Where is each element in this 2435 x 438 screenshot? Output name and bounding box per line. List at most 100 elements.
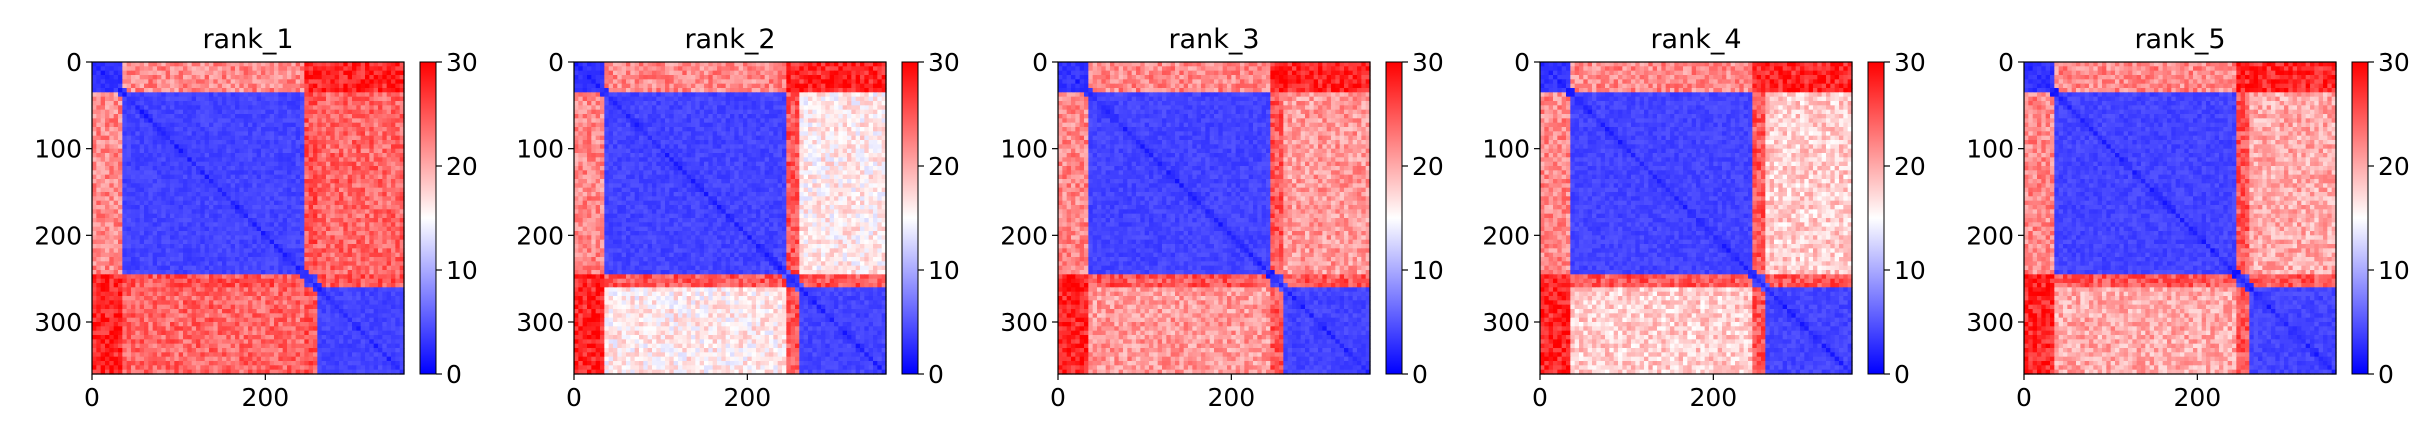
heatmap-cell [183,70,188,76]
heatmap-cell [174,304,180,310]
heatmap-cell [282,265,288,271]
heatmap-cell [170,339,175,345]
heatmap-cell [118,187,123,193]
heatmap-cell [105,79,110,85]
heatmap-cell [226,66,232,72]
heatmap-cell [148,209,154,215]
heatmap-cell [230,343,236,349]
heatmap-cell [226,257,232,262]
heatmap-cell [347,317,353,323]
heatmap-cell [365,209,370,215]
heatmap-cell [352,83,357,89]
heatmap-cell [122,348,128,353]
heatmap-cell [313,70,318,76]
heatmap-cell [243,309,249,314]
heatmap-cell [174,257,180,262]
heatmap-cell [326,170,331,176]
heatmap-cell [313,174,318,180]
heatmap-cell [187,135,193,141]
heatmap-cell [391,252,396,258]
heatmap-cell [100,183,106,189]
heatmap-cell [148,218,154,223]
heatmap-cell [356,209,362,215]
heatmap-cell [109,131,115,137]
heatmap-cell [174,218,180,223]
heatmap-cell [170,283,175,288]
heatmap-cell [321,135,327,141]
heatmap-cell [144,179,149,184]
heatmap-cell [161,356,167,362]
heatmap-cell [347,75,353,80]
heatmap-cell [261,144,266,150]
heatmap-cell [274,127,279,132]
heatmap-cell [295,296,301,301]
heatmap-cell [213,200,219,206]
heatmap-cell [261,304,266,310]
heatmap-cell [148,109,154,115]
heatmap-cell [378,300,383,306]
heatmap-cell [200,144,206,150]
heatmap-cell [347,122,353,128]
heatmap-cell [126,135,132,141]
heatmap-cell [339,62,344,67]
heatmap-cell [282,148,288,154]
heatmap-cell [339,300,344,306]
heatmap-cell [300,127,305,132]
heatmap-cell [274,222,279,228]
heatmap-cell [226,122,232,128]
heatmap-cell [113,114,119,119]
heatmap-cell [152,183,158,189]
heatmap-cell [200,96,206,102]
heatmap-cell [369,166,375,171]
heatmap-cell [378,274,383,280]
heatmap-cell [330,83,336,89]
heatmap-cell [317,222,323,228]
heatmap-cell [334,209,340,215]
heatmap-cell [139,296,145,301]
heatmap-cell [291,274,297,280]
heatmap-cell [365,92,370,98]
heatmap-cell [304,248,310,254]
heatmap-cell [109,174,115,180]
heatmap-cell [321,118,327,124]
heatmap-cell [378,278,383,284]
heatmap-cell [161,226,167,232]
heatmap-cell [235,114,240,119]
heatmap-cell [126,239,132,245]
heatmap-cell [105,274,110,280]
heatmap-cell [334,222,340,228]
heatmap-cell [269,330,275,336]
heatmap-cell [96,88,102,93]
heatmap-cell [200,231,206,236]
heatmap-cell [235,62,240,67]
heatmap-cell [144,96,149,102]
heatmap-cell [339,244,344,249]
heatmap-cell [152,148,158,154]
heatmap-cell [213,101,219,106]
heatmap-cell [261,300,266,306]
heatmap-cell [191,287,197,293]
heatmap-cell [339,304,344,310]
heatmap-cell [291,135,297,141]
heatmap-cell [109,313,115,319]
heatmap-cell [291,231,297,236]
heatmap-cell [157,252,162,258]
heatmap-cell [105,222,110,228]
heatmap-cell [282,105,288,111]
heatmap-cell [326,153,331,158]
heatmap-cell [109,257,115,262]
heatmap-cell [373,326,379,332]
heatmap-cell [209,153,214,158]
heatmap-cell [135,270,141,275]
heatmap-cell [352,335,357,340]
heatmap-cell [183,122,188,128]
heatmap-cell [178,192,184,197]
heatmap-cell [243,62,249,67]
heatmap-cell [321,335,327,340]
heatmap-cell [157,144,162,150]
heatmap-cell [161,131,167,137]
heatmap-cell [226,283,232,288]
heatmap-cell [369,183,375,189]
heatmap-cell [230,105,236,111]
heatmap-cell [326,291,331,297]
